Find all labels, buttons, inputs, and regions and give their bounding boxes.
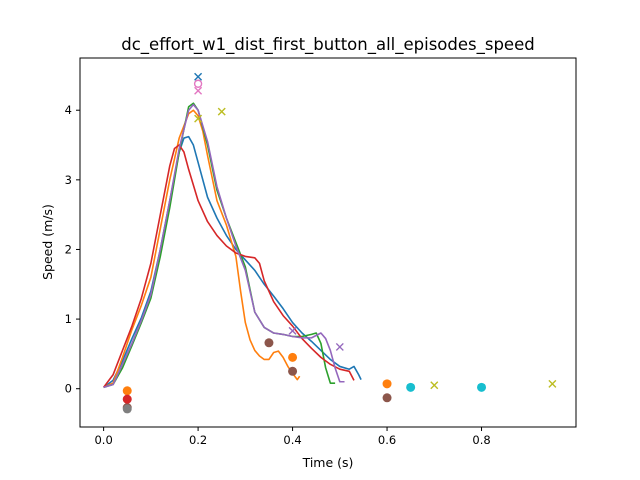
circle-marker — [122, 394, 132, 404]
x-tick-label: 0.0 — [94, 433, 112, 447]
x-marker — [194, 86, 203, 95]
x-axis-label: Time (s) — [302, 455, 354, 470]
circle-marker — [382, 393, 392, 403]
open-circle-marker — [193, 79, 203, 88]
circle-marker — [382, 379, 392, 389]
y-tick-label: 3 — [65, 173, 72, 187]
circle-marker — [288, 366, 298, 376]
x-marker — [288, 326, 297, 335]
circle-marker — [122, 404, 132, 414]
series-line-2 — [103, 109, 301, 389]
series-line-5 — [103, 103, 345, 389]
x-tick-label: 0.4 — [283, 433, 301, 447]
x-marker — [548, 379, 557, 388]
x-marker — [335, 342, 344, 351]
y-axis-ticks: 0 1 2 3 4 — [65, 103, 80, 396]
y-axis-label: Speed (m/s) — [40, 204, 55, 280]
plot-area — [102, 72, 557, 414]
chart-title: dc_effort_w1_dist_first_button_all_episo… — [121, 35, 534, 55]
plot-frame — [79, 57, 577, 428]
y-tick-label: 0 — [65, 382, 72, 396]
x-marker — [217, 107, 226, 116]
y-tick-label: 2 — [65, 242, 72, 256]
series-line-4 — [102, 144, 355, 388]
x-marker — [194, 72, 203, 81]
circle-marker — [264, 338, 274, 348]
x-marker — [194, 114, 203, 123]
circle-marker — [288, 352, 298, 362]
circle-marker — [406, 382, 416, 392]
y-tick-label: 1 — [65, 312, 72, 326]
x-tick-label: 0.6 — [378, 433, 396, 447]
x-marker — [430, 381, 439, 390]
circle-marker — [477, 382, 487, 392]
x-axis-ticks: 0.0 0.2 0.4 0.6 0.8 — [94, 427, 491, 447]
x-tick-label: 0.8 — [472, 433, 490, 447]
y-tick-label: 4 — [65, 103, 72, 117]
circle-marker — [122, 386, 132, 396]
series-line-3 — [103, 102, 336, 389]
x-tick-label: 0.2 — [189, 433, 207, 447]
